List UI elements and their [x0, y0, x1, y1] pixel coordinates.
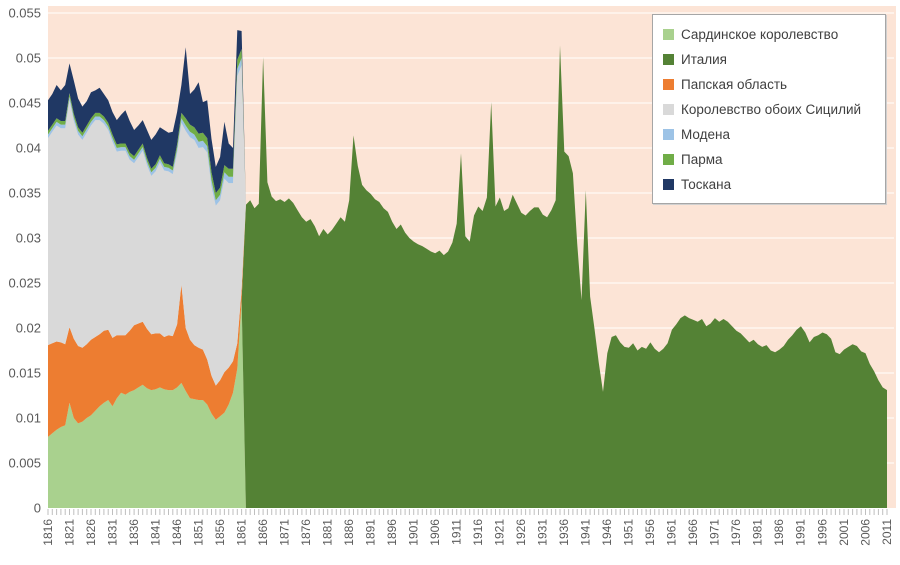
x-tick-label: 1886	[342, 519, 356, 546]
x-tick-label: 1856	[213, 519, 227, 546]
x-tick-label: 1961	[665, 519, 679, 546]
legend-item: Парма	[663, 147, 877, 172]
legend-label: Папская область	[681, 77, 788, 92]
y-tick-label: 0.005	[8, 456, 41, 471]
x-tick-label: 1881	[321, 519, 335, 546]
x-tick-label: 1946	[600, 519, 614, 546]
x-tick-label: 1846	[170, 519, 184, 546]
y-tick-label: 0.025	[8, 276, 41, 291]
x-tick-label: 1831	[105, 519, 119, 546]
x-tick-label: 1986	[772, 519, 786, 546]
legend-item: Сардинское королевство	[663, 22, 877, 47]
x-tick-label: 1971	[708, 519, 722, 546]
legend-item: Королевство обоих Сицилий	[663, 97, 877, 122]
x-tick-label: 1996	[815, 519, 829, 546]
x-tick-label: 1931	[536, 519, 550, 546]
legend-item: Тоскана	[663, 172, 877, 197]
y-tick-label: 0.03	[16, 231, 41, 246]
x-tick-label: 1981	[751, 519, 765, 546]
x-tick-label: 1941	[579, 519, 593, 546]
legend-item: Модена	[663, 122, 877, 147]
x-tick-label: 1966	[686, 519, 700, 546]
x-tick-label: 1921	[493, 519, 507, 546]
y-tick-label: 0.015	[8, 366, 41, 381]
area-series	[48, 300, 887, 508]
x-tick-label: 1841	[148, 519, 162, 546]
x-tick-label: 1851	[191, 519, 205, 546]
y-tick-label: 0.055	[8, 6, 41, 21]
x-tick-label: 2011	[880, 519, 894, 545]
y-tick-label: 0	[34, 501, 41, 516]
x-tick-label: 1826	[84, 519, 98, 546]
y-tick-label: 0.01	[16, 411, 41, 426]
legend-label: Парма	[681, 152, 723, 167]
area-series	[48, 45, 887, 509]
x-tick-label: 1836	[127, 519, 141, 546]
legend-item: Папская область	[663, 72, 877, 97]
x-tick-label: 1956	[643, 519, 657, 546]
x-tick-label: 1816	[41, 519, 55, 546]
legend-label: Сардинское королевство	[681, 27, 839, 42]
x-tick-label: 1871	[277, 519, 291, 546]
chart-legend: Сардинское королевство Италия Папская об…	[652, 14, 886, 204]
y-tick-label: 0.035	[8, 186, 41, 201]
y-tick-label: 0.05	[16, 51, 41, 66]
x-tick-label: 1926	[514, 519, 528, 546]
x-tick-label: 1906	[428, 519, 442, 546]
legend-label: Тоскана	[681, 177, 732, 192]
x-tick-label: 1991	[794, 519, 808, 546]
y-tick-label: 0.02	[16, 321, 41, 336]
y-tick-label: 0.045	[8, 96, 41, 111]
legend-swatch	[663, 179, 674, 190]
x-tick-label: 1936	[557, 519, 571, 546]
legend-label: Италия	[681, 52, 727, 67]
x-tick-label: 1821	[62, 519, 76, 546]
x-tick-label: 1861	[234, 519, 248, 546]
x-tick-label: 1896	[385, 519, 399, 546]
legend-item: Италия	[663, 47, 877, 72]
area-series	[48, 45, 887, 392]
legend-swatch	[663, 54, 674, 65]
legend-swatch	[663, 79, 674, 90]
legend-swatch	[663, 129, 674, 140]
legend-label: Модена	[681, 127, 730, 142]
x-tick-label: 1911	[450, 519, 464, 545]
x-tick-label: 1976	[729, 519, 743, 546]
legend-swatch	[663, 154, 674, 165]
y-tick-label: 0.04	[16, 141, 41, 156]
x-tick-label: 1951	[622, 519, 636, 546]
x-tick-label: 2001	[837, 519, 851, 546]
x-tick-label: 1901	[407, 519, 421, 546]
legend-label: Королевство обоих Сицилий	[681, 102, 862, 117]
x-tick-label: 1916	[471, 519, 485, 546]
x-minor-ticks	[47, 509, 888, 515]
x-tick-label: 1876	[299, 519, 313, 546]
legend-swatch	[663, 104, 674, 115]
x-tick-label: 1891	[364, 519, 378, 546]
x-tick-label: 1866	[256, 519, 270, 546]
legend-swatch	[663, 29, 674, 40]
x-tick-label: 2006	[858, 519, 872, 546]
